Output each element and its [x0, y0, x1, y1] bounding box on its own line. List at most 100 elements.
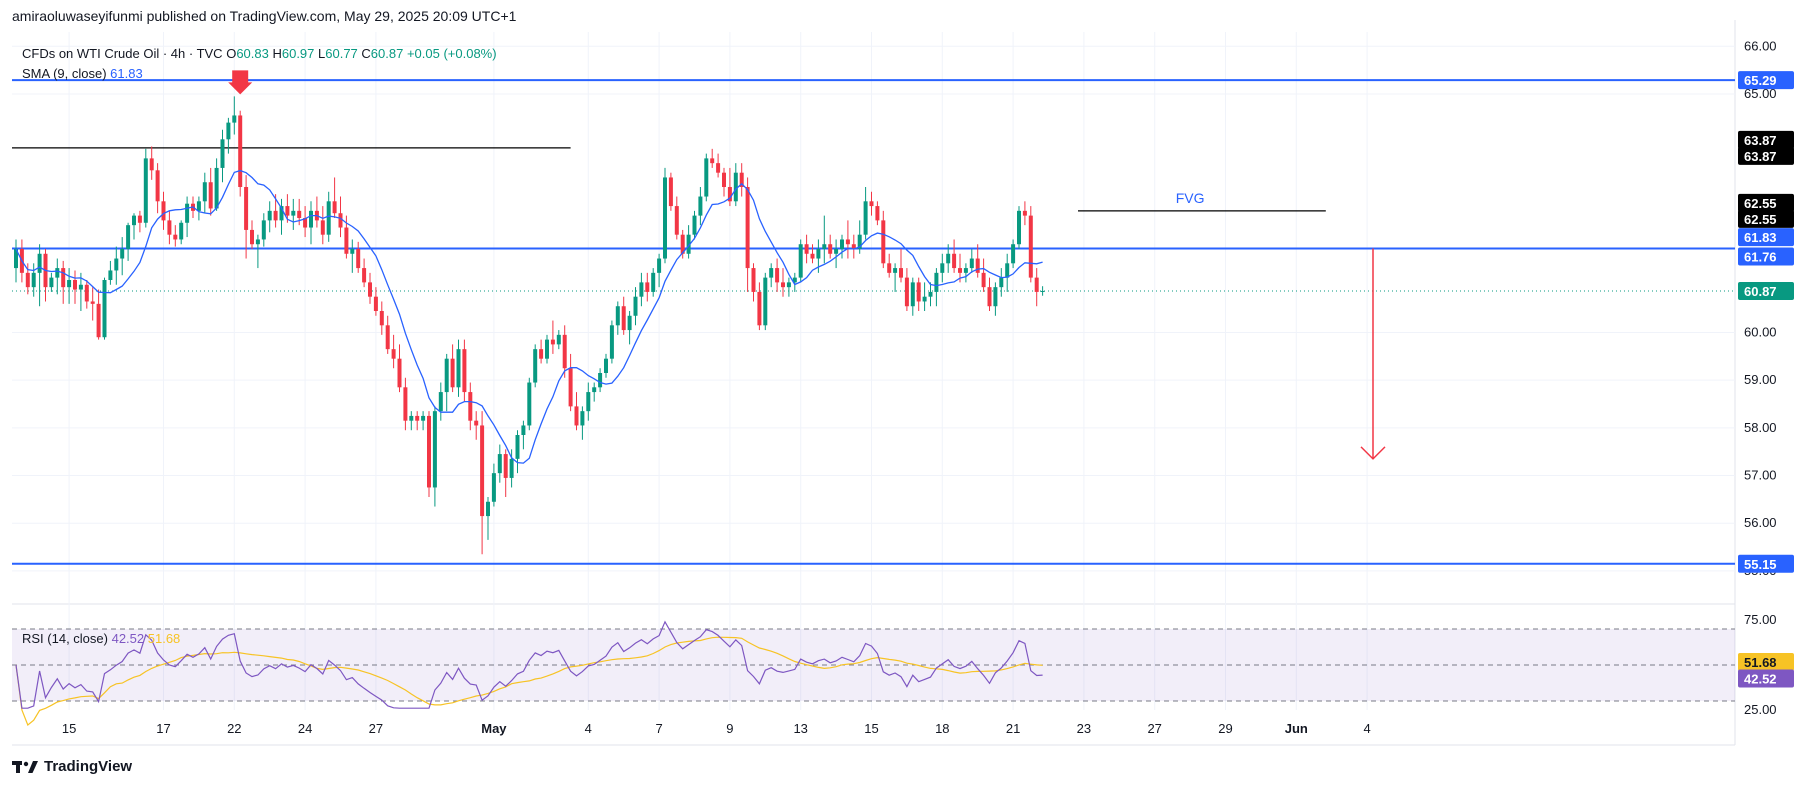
candle-body [651, 272, 656, 292]
close-label: C [361, 46, 370, 61]
candle-body [397, 358, 402, 388]
candle-body [31, 272, 36, 288]
price-axis-label-bg [1738, 281, 1794, 300]
candle-body [438, 392, 443, 412]
candle-body [503, 454, 508, 478]
candle-body [946, 253, 951, 264]
candle-body [550, 339, 555, 345]
candle-body [545, 339, 549, 359]
price-axis-label: 63.87 [1738, 130, 1794, 149]
candle-body [102, 280, 107, 338]
candle-body [238, 115, 243, 187]
candle-body [609, 325, 614, 359]
candle-body [291, 210, 296, 216]
price-axis-label-text: 60.87 [1744, 284, 1777, 299]
candle-body [845, 239, 850, 245]
price-axis-label: 61.83 [1738, 228, 1794, 247]
candle-body [379, 311, 384, 326]
time-tick-label: 23 [1077, 721, 1091, 736]
candle-body [533, 349, 538, 383]
time-tick-label: 21 [1006, 721, 1020, 736]
time-tick-label: 9 [726, 721, 733, 736]
candle-body [834, 249, 839, 254]
candle-body [899, 268, 903, 278]
candle-body [1011, 244, 1016, 264]
candle-body [173, 234, 178, 240]
candle-body [208, 182, 213, 209]
time-tick-label: 13 [793, 721, 807, 736]
candle-body [775, 268, 780, 283]
time-tick-label: 29 [1218, 721, 1232, 736]
price-axis-label: 60.87 [1738, 281, 1794, 300]
low-value: 60.77 [325, 46, 361, 61]
sma-line [15, 169, 1043, 464]
candle-body [362, 268, 367, 283]
price-axis-label: 63.87 [1738, 146, 1794, 165]
candle-body [757, 291, 762, 326]
candle-body [810, 253, 815, 259]
rsi-ma-line [15, 636, 1043, 726]
rsi-value: 42.52 [112, 631, 148, 646]
candle-body [244, 187, 249, 230]
candle-body [509, 458, 514, 478]
rsi-label: RSI (14, close) [22, 631, 112, 646]
candle-body [368, 282, 372, 297]
candle-body [722, 172, 726, 187]
candle-body [645, 282, 650, 292]
candle-body [309, 210, 313, 228]
time-tick-label: 15 [62, 721, 76, 736]
price-axis-label-text: 61.76 [1744, 250, 1777, 265]
high-label: H [272, 46, 281, 61]
candle-body [710, 158, 715, 164]
candle-body [326, 201, 331, 235]
candle-body [468, 392, 473, 421]
candle-body [952, 253, 957, 269]
candle-body [55, 268, 60, 278]
candle-body [893, 268, 898, 273]
candle-body [391, 349, 396, 359]
candle-body [497, 454, 502, 474]
candle-body [851, 244, 856, 249]
candle-body [185, 203, 190, 223]
footer-brand[interactable]: TradingView [12, 758, 132, 775]
candle-body [940, 263, 945, 273]
candle-body [786, 282, 791, 288]
candle-body [739, 172, 744, 187]
price-axis-label-bg [1738, 130, 1794, 149]
candle-body [90, 301, 95, 304]
candle-body [698, 196, 703, 216]
publish-info: amiraoluwaseyifunmi published on Trading… [12, 8, 517, 24]
fvg-label: FVG [1176, 190, 1205, 206]
close-value: 60.87 [371, 46, 407, 61]
candle-body [1022, 210, 1027, 216]
price-axis-label-text: 62.55 [1744, 212, 1777, 227]
candle-body [822, 244, 827, 249]
time-tick-label: 17 [156, 721, 170, 736]
price-axis-label: 55.15 [1738, 554, 1794, 573]
candle-body [14, 249, 18, 269]
candle-body [751, 268, 756, 292]
candle-body [562, 334, 567, 369]
candle-body [202, 182, 207, 202]
candle-body [1028, 215, 1033, 278]
candle-body [267, 210, 272, 221]
candle-body [840, 239, 844, 249]
time-tick-label: Jun [1285, 721, 1308, 736]
candle-body [338, 213, 343, 228]
candle-body [527, 382, 532, 426]
candle-body [975, 258, 980, 273]
candle-body [403, 387, 408, 421]
candle-body [804, 244, 809, 254]
candle-body [816, 249, 821, 259]
candle-body [143, 158, 148, 223]
candle-body [568, 368, 573, 407]
candle-body [604, 358, 608, 373]
price-axis-label: 62.55 [1738, 209, 1794, 228]
candle-body [792, 277, 797, 283]
price-axis-label-bg [1738, 554, 1794, 573]
candle-body [350, 249, 355, 254]
candle-body [179, 222, 184, 240]
candle-body [598, 373, 603, 388]
candle-body [586, 392, 591, 412]
